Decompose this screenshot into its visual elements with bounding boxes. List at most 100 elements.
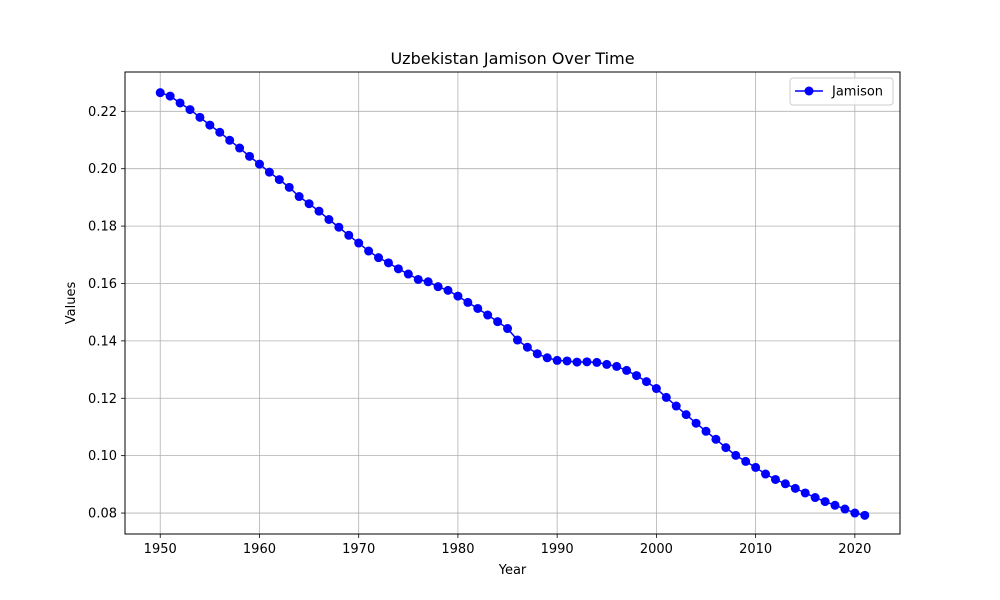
data-point xyxy=(741,456,751,466)
data-point xyxy=(185,105,195,115)
data-point xyxy=(324,214,334,224)
data-point xyxy=(810,493,820,503)
x-tick-label: 1970 xyxy=(342,542,375,557)
data-point xyxy=(433,282,443,292)
data-point xyxy=(721,443,731,453)
data-point xyxy=(284,182,294,192)
data-point xyxy=(850,508,860,518)
data-point xyxy=(443,285,453,295)
legend-marker-icon xyxy=(804,86,814,96)
data-point xyxy=(235,143,245,153)
data-point xyxy=(314,206,324,216)
data-point xyxy=(671,401,681,411)
data-point xyxy=(731,450,741,460)
data-point xyxy=(661,392,671,402)
data-point xyxy=(225,135,235,145)
data-point xyxy=(205,120,215,130)
data-point xyxy=(681,410,691,420)
series-layer xyxy=(155,88,870,520)
x-tick-label: 2000 xyxy=(640,542,673,557)
data-point xyxy=(770,474,780,484)
x-axis-label: Year xyxy=(498,563,527,578)
data-point xyxy=(562,356,572,366)
data-point xyxy=(711,434,721,444)
legend-label: Jamison xyxy=(831,85,883,100)
data-point xyxy=(215,127,225,137)
y-tick-label: 0.10 xyxy=(88,449,117,464)
data-point xyxy=(632,371,642,381)
data-point xyxy=(423,277,433,287)
data-point xyxy=(264,167,274,177)
data-point xyxy=(790,483,800,493)
x-tick-label: 2010 xyxy=(739,542,772,557)
data-point xyxy=(165,91,175,101)
data-point xyxy=(334,222,344,232)
y-tick-label: 0.16 xyxy=(88,277,117,292)
data-point xyxy=(761,469,771,479)
data-point xyxy=(393,264,403,274)
y-tick-label: 0.12 xyxy=(88,392,117,407)
data-point xyxy=(552,355,562,365)
data-point xyxy=(800,488,810,498)
data-point xyxy=(274,175,284,185)
x-tick-label: 2020 xyxy=(838,542,871,557)
y-tick-label: 0.20 xyxy=(88,162,117,177)
chart-title: Uzbekistan Jamison Over Time xyxy=(390,49,634,68)
data-point xyxy=(304,199,314,209)
data-point xyxy=(403,269,413,279)
data-point xyxy=(582,357,592,367)
data-point xyxy=(622,365,632,375)
grid-lines xyxy=(125,72,900,534)
data-point xyxy=(254,159,264,169)
x-tick-label: 1990 xyxy=(541,542,574,557)
data-point xyxy=(532,349,542,359)
legend: Jamison xyxy=(789,77,894,106)
data-point xyxy=(453,291,463,301)
data-point xyxy=(780,479,790,489)
y-tick-label: 0.22 xyxy=(88,105,117,120)
data-point xyxy=(503,324,513,334)
data-point xyxy=(383,258,393,268)
data-point xyxy=(592,357,602,367)
data-point xyxy=(840,504,850,514)
legend-box xyxy=(789,77,894,106)
data-point xyxy=(175,98,185,108)
axis-ticks: 1950 1960 1970 1980 1990 2000 2010 2020 0.08 0.10… xyxy=(88,105,871,557)
data-point xyxy=(364,246,374,256)
data-point xyxy=(701,426,711,436)
data-point xyxy=(473,303,483,313)
data-point xyxy=(294,192,304,202)
data-point xyxy=(512,335,522,345)
x-tick-label: 1960 xyxy=(243,542,276,557)
data-point xyxy=(195,112,205,122)
data-point xyxy=(602,359,612,369)
data-point xyxy=(463,297,473,307)
x-tick-label: 1950 xyxy=(144,542,177,557)
data-point xyxy=(493,317,503,327)
data-point xyxy=(354,238,364,248)
data-point xyxy=(641,377,651,387)
y-axis-label: Values xyxy=(64,282,79,325)
data-point xyxy=(820,497,830,507)
data-point xyxy=(522,342,532,352)
data-point xyxy=(245,151,255,161)
data-point xyxy=(344,230,354,240)
y-tick-label: 0.14 xyxy=(88,334,117,349)
y-tick-label: 0.18 xyxy=(88,220,117,235)
data-point xyxy=(830,500,840,510)
plot-frame xyxy=(124,71,901,535)
data-point xyxy=(651,384,661,394)
data-point xyxy=(860,510,870,520)
data-point xyxy=(691,418,701,428)
data-point xyxy=(612,361,622,371)
data-point xyxy=(155,88,165,98)
data-point xyxy=(572,357,582,367)
data-point xyxy=(751,462,761,472)
data-point xyxy=(542,353,552,363)
data-point xyxy=(374,253,384,263)
y-tick-label: 0.08 xyxy=(88,507,117,522)
data-point xyxy=(413,274,423,284)
data-point xyxy=(483,310,493,320)
x-tick-label: 1980 xyxy=(441,542,474,557)
